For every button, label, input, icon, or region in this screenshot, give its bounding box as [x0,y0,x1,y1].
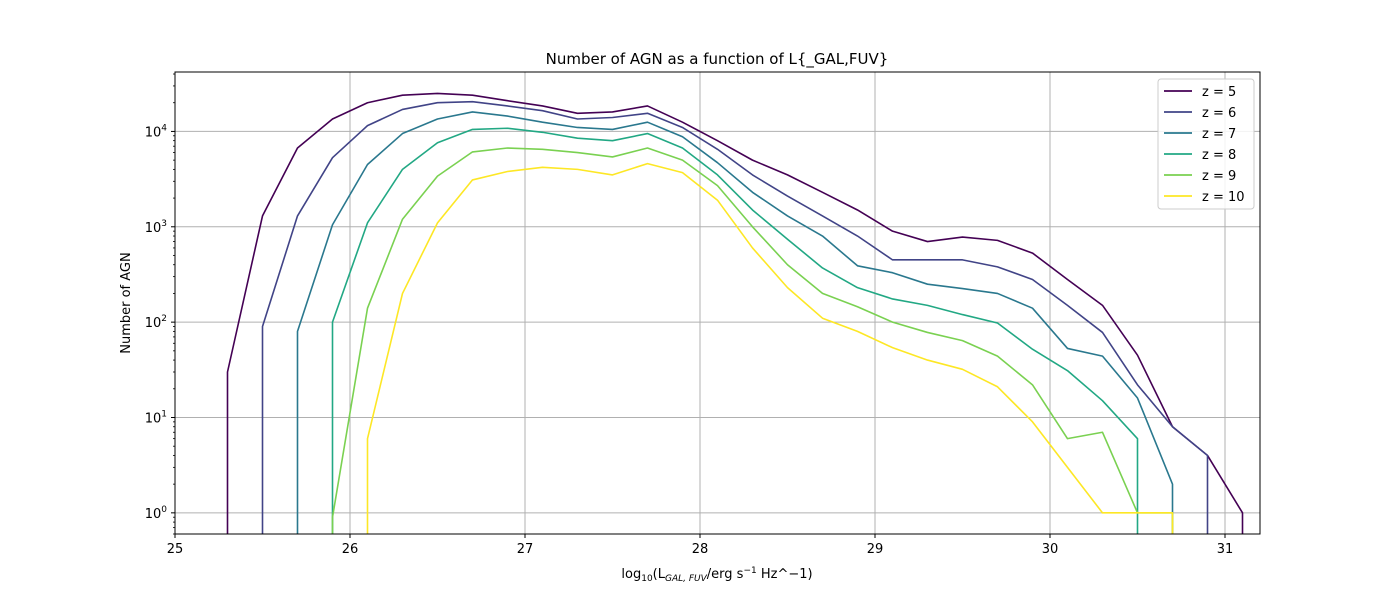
plot-frame [174,71,1261,535]
series-line-z7 [296,111,1174,534]
x-tick-label: 28 [692,542,709,557]
x-tick-label: 31 [1217,542,1234,557]
chart-title: Number of AGN as a function of L{_GAL,FU… [546,50,889,69]
legend-label: z = 5 [1202,85,1236,100]
legend-label: z = 7 [1202,127,1236,142]
legend-label: z = 8 [1202,148,1236,163]
legend-label: z = 10 [1202,190,1245,205]
x-tick-label: 30 [1042,542,1059,557]
x-axis-label: log10(LGAL, FUV/erg s−1 Hz^−1) [621,566,812,584]
x-tick-label: 27 [517,542,534,557]
y-tick-label: 102 [145,314,167,331]
y-tick-label: 100 [145,505,168,522]
x-tick-label: 25 [167,542,184,557]
series-layer [226,92,1244,534]
axis-ticks: 25 26 27 28 29 30 31 100 101 102 103 104 [145,73,1234,557]
series-line-z10 [366,162,1174,534]
y-axis-label: Number of AGN [119,252,134,353]
series-line-z8 [331,127,1139,534]
y-tick-label: 103 [145,219,167,236]
y-tick-label: 101 [145,409,167,426]
legend: z = 5 z = 6 z = 7 z = 8 z = 9 z = 10 [1157,78,1255,210]
legend-label: z = 6 [1202,106,1236,121]
x-tick-label: 26 [342,542,359,557]
series-line-z5 [226,92,1244,534]
series-line-z9 [331,147,1174,534]
legend-label: z = 9 [1202,169,1236,184]
series-line-z6 [261,100,1209,534]
x-tick-label: 29 [867,542,884,557]
y-tick-label: 104 [145,123,168,140]
